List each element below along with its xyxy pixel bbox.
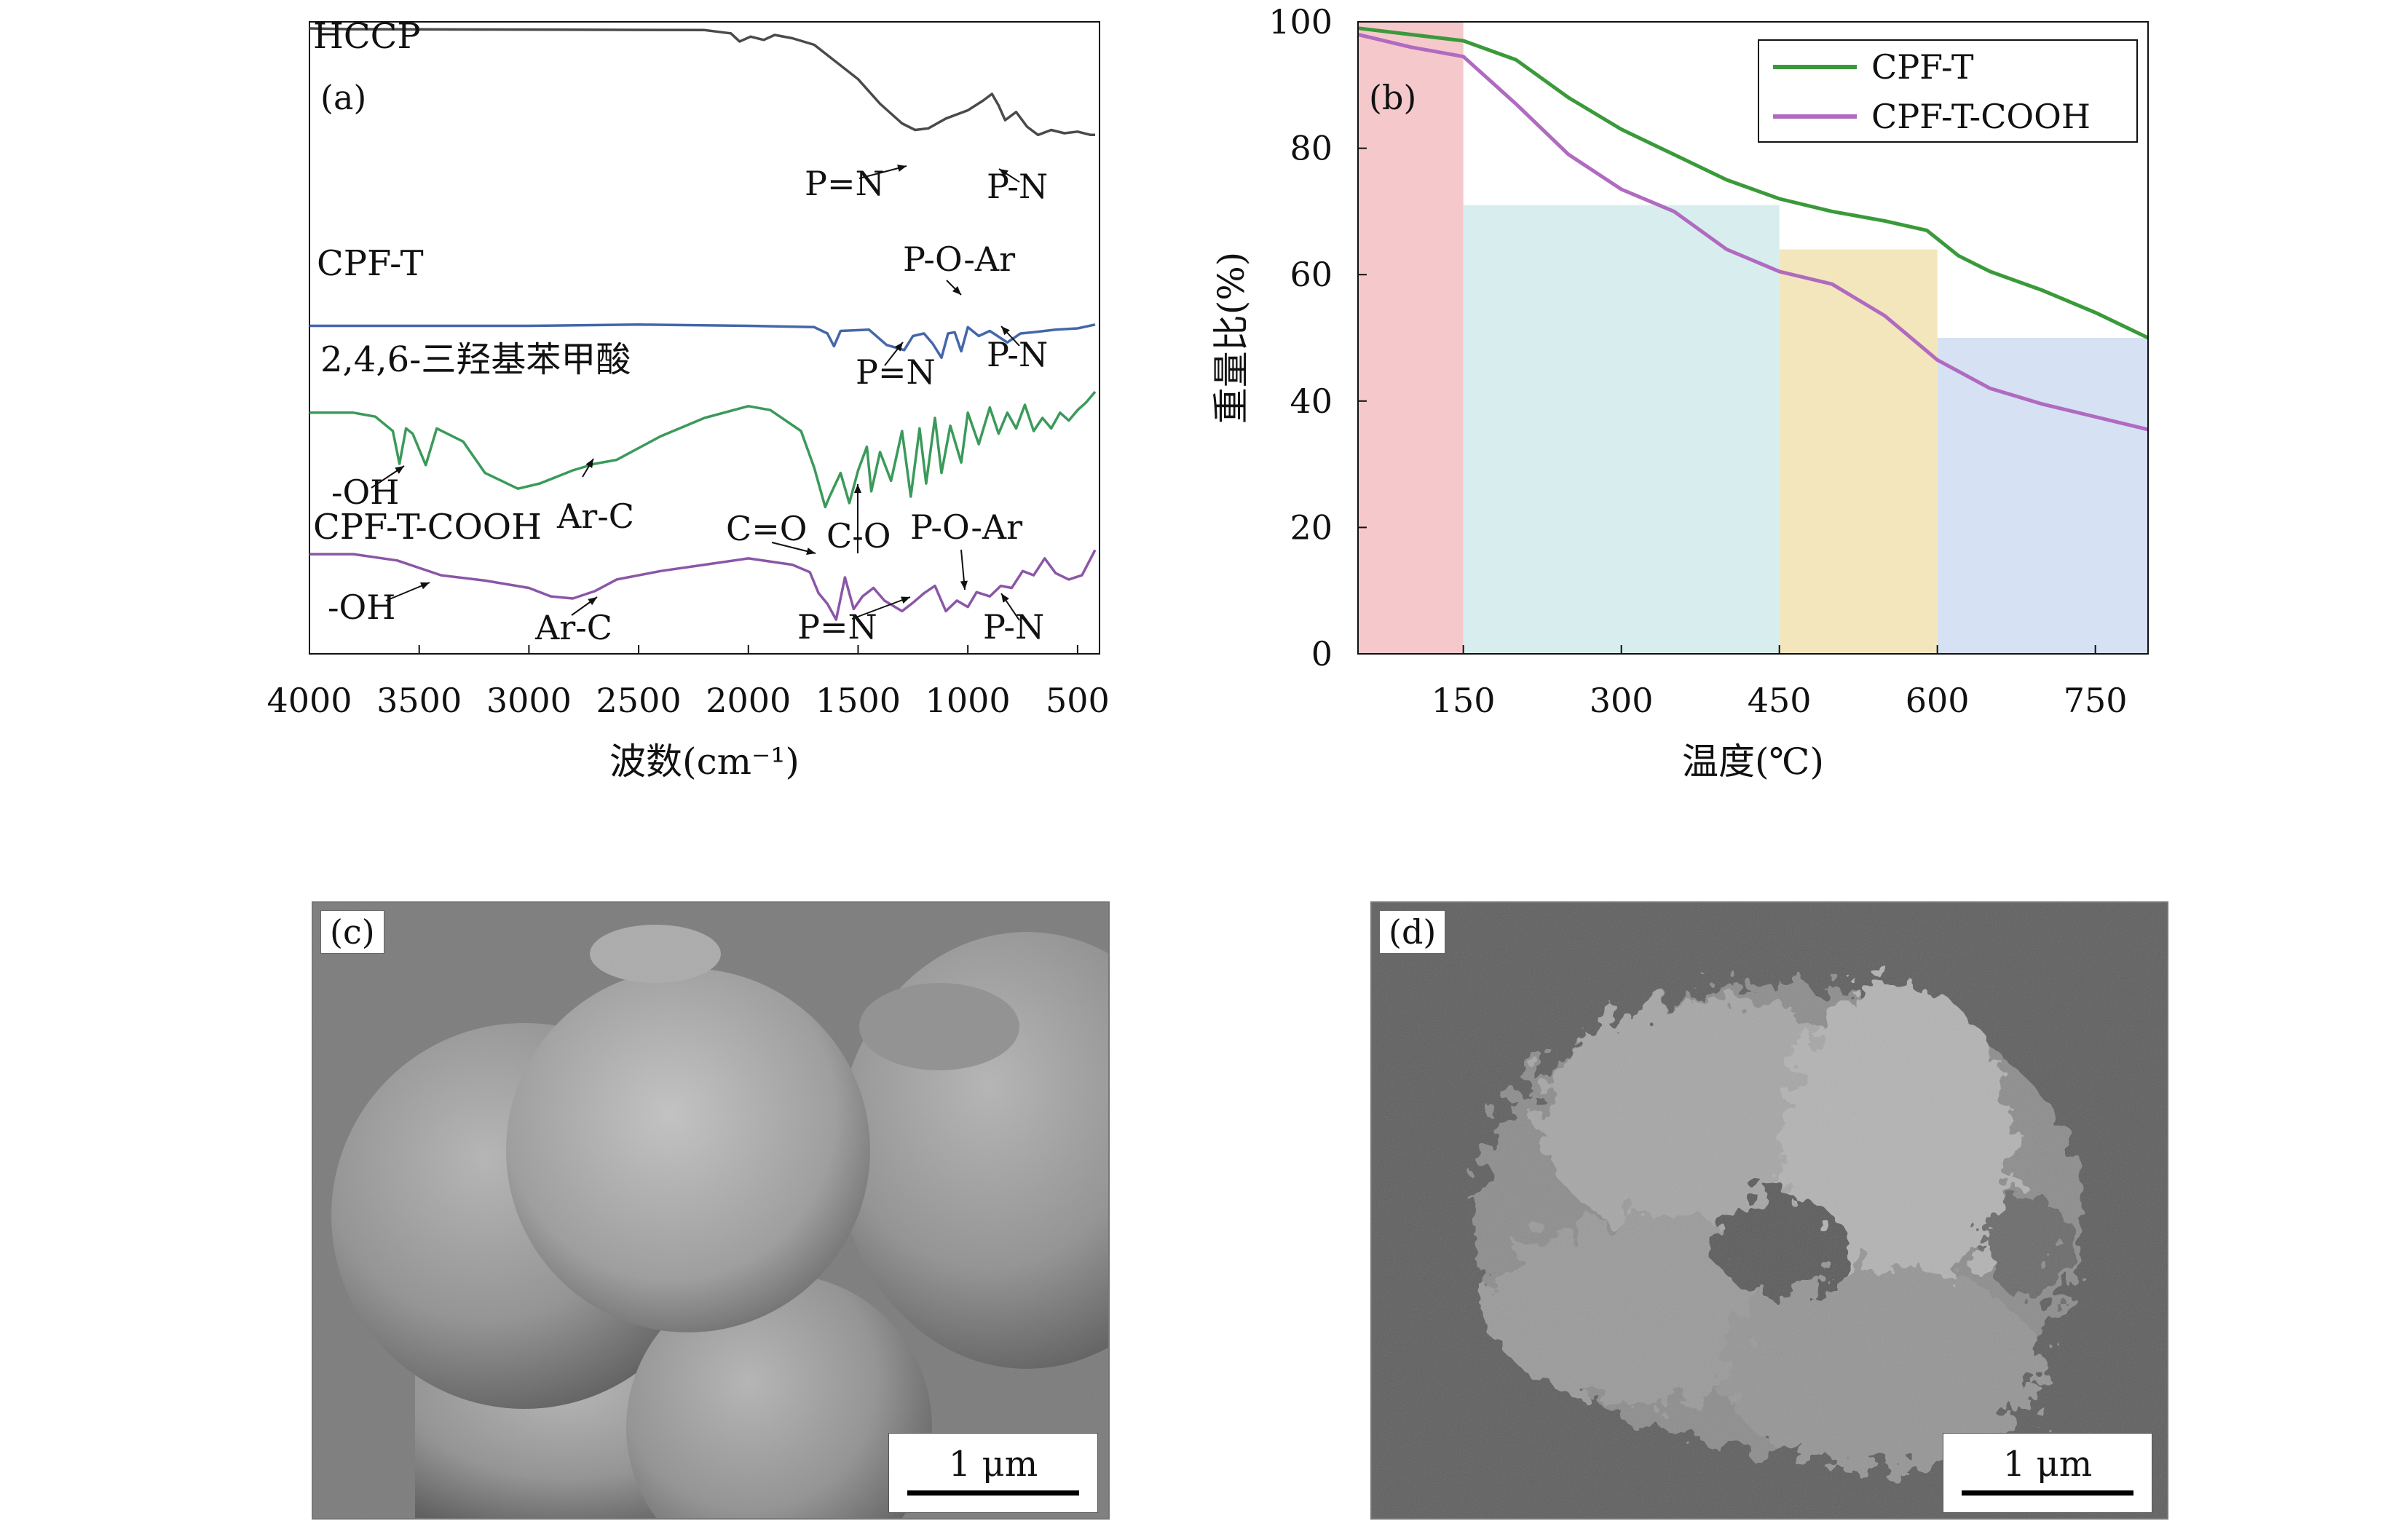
series-line-2 [309,323,1096,360]
x-tick-label-a: 3000 [486,681,572,720]
panel-label-a: (a) [320,78,366,117]
peak-annotation: P=N [856,352,936,392]
peak-annotation: Ar-C [534,608,612,647]
panel-label-c: (c) [320,910,384,954]
y-tick-label-b: 60 [1290,255,1333,294]
plot-frame-a [309,21,1100,655]
scale-line-c [907,1490,1079,1496]
scale-text-c: 1 μm [948,1444,1038,1485]
peak-annotation: -OH [328,588,395,627]
shaded-region-4 [1937,338,2148,654]
panel-label-d: (d) [1379,910,1446,954]
series-line-1 [309,27,1095,137]
x-tick-label-b: 450 [1748,681,1812,720]
tga-chart: 150 300 450 600 750 0 20 40 60 80 100 温度(℃) 重量比(%) (b… [1210,2,2150,783]
x-tick-label-a: 1500 [816,681,901,720]
annotation-arrow [851,596,911,620]
panel-label-b: (b) [1369,78,1416,117]
shaded-region-3 [1779,249,1938,655]
peak-annotation: C-O [826,516,891,556]
y-tick-label-b: 80 [1290,129,1333,168]
annotation-arrowhead [853,484,862,493]
peak-annotation: P-O-Ar [910,507,1022,547]
series-line-b-1 [1357,26,2150,340]
x-axis-label-a: 波数(cm⁻¹) [609,740,800,783]
x-tick-label-b: 300 [1590,681,1654,720]
x-tick-label-a: 500 [1046,681,1110,720]
series-label-1: HCCP [313,16,421,57]
x-tick-label-a: 2000 [706,681,791,720]
legend-label-2: CPF-T-COOH [1871,97,2091,136]
annotation-arrowhead [806,548,816,556]
sem-image-c: (c) 1 μm [312,901,1110,1520]
y-axis-label-b: 重量比(%) [1210,252,1252,424]
peak-annotation: P-N [987,335,1048,374]
microspheres-illustration [313,903,1108,1518]
panel-a: 4000 3500 3000 2500 2000 1500 1000 500 波数(cm⁻¹) H… [0,0,1165,830]
x-tick-label-b: 150 [1432,681,1496,720]
x-tick-label-b: 750 [2064,681,2128,720]
annotation-arrowhead [588,597,597,606]
annotation-arrowhead [952,285,961,295]
series-line-3 [309,390,1097,509]
annotation-arrowhead [420,582,430,590]
aggregate-illustration [1372,903,2167,1518]
series-line-4 [309,549,1097,621]
y-tick-label-b: 0 [1311,634,1333,673]
series-label-3: 2,4,6-三羟基苯甲酸 [320,339,631,380]
peak-annotation: -OH [331,473,399,512]
panel-b: 150 300 450 600 750 0 20 40 60 80 100 温度(℃) 重量比(%) (b… [1165,0,2408,830]
x-tick-label-b: 600 [1906,681,1970,720]
annotation-arrowhead [999,169,1008,177]
peak-annotation: P-N [987,167,1048,206]
x-tick-label-a: 1000 [925,681,1011,720]
annotation-arrowhead [894,342,903,352]
peak-annotation: P=N [797,607,877,647]
scale-bar-d: 1 μm [1943,1433,2152,1513]
shaded-region-2 [1463,205,1780,655]
annotation-arrowhead [585,459,593,468]
peak-annotation: P=N [805,164,885,203]
series-line-b-2 [1357,32,2149,432]
scale-line-d [1962,1490,2133,1496]
annotation-arrowhead [960,580,968,590]
x-tick-label-a: 2500 [596,681,682,720]
shaded-region-1 [1358,22,1464,654]
annotation-arrowhead [901,596,910,604]
y-tick-label-b: 100 [1268,2,1333,42]
peak-annotation: P-N [983,607,1044,647]
plot-frame-b [1357,21,2149,655]
x-tick-label-a: 4000 [267,681,352,720]
x-tick-label-a: 3500 [376,681,462,720]
scale-text-d: 1 μm [2002,1444,2093,1485]
legend-label-1: CPF-T [1871,47,1974,87]
annotation-arrowhead [897,165,907,172]
peak-annotation: P-O-Ar [903,240,1015,279]
ftir-chart: 4000 3500 3000 2500 2000 1500 1000 500 波数(cm⁻¹) H… [267,16,1110,783]
peak-annotation: C=O [726,509,807,548]
legend-box [1758,39,2138,143]
x-axis-label-b: 温度(℃) [1682,740,1824,783]
y-tick-label-b: 20 [1290,507,1333,547]
peak-annotation: Ar-C [556,497,634,536]
y-tick-label-b: 40 [1290,382,1333,421]
annotation-arrowhead [395,466,404,474]
scale-bar-c: 1 μm [888,1433,1098,1513]
series-label-2: CPF-T [317,243,424,284]
series-label-4: CPF-T-COOH [313,507,542,548]
sem-image-d: (d) 1 μm [1370,901,2168,1520]
annotation-arrowhead [1001,593,1009,603]
annotation-arrowhead [1001,326,1010,336]
